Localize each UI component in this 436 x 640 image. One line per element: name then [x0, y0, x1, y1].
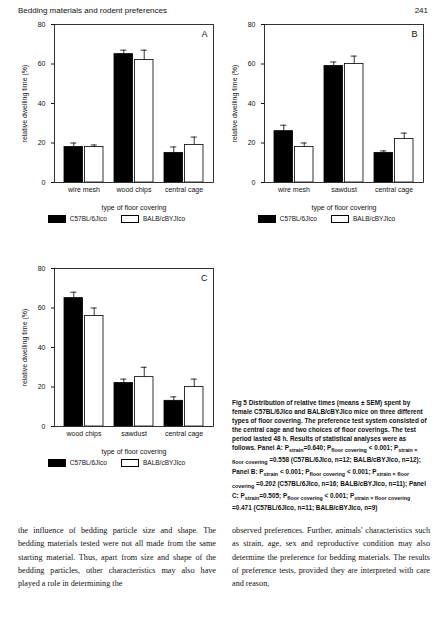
html-text:Fig 5 Distribution of relative: Fig 5 Distribution of relative times (me… [232, 399, 427, 502]
svg-text:type of floor covering: type of floor covering [312, 204, 377, 212]
svg-text:60: 60 [248, 60, 256, 67]
html-text:C57BL/6JIco: C57BL/6JIco [69, 459, 107, 466]
svg-text:0: 0 [42, 179, 46, 186]
svg-text:central cage: central cage [375, 186, 413, 194]
svg-text:80: 80 [248, 21, 256, 28]
svg-text:20: 20 [38, 139, 46, 146]
svg-text:B: B [411, 29, 417, 39]
html-text:C57BL/6JIco: C57BL/6JIco [69, 215, 107, 222]
html-text:C57BL/6JIco: C57BL/6JIco [279, 215, 317, 222]
html-text:observed preferences. Further,: observed preferences. Further, animals' … [232, 526, 430, 589]
svg-text:0: 0 [252, 179, 256, 186]
html-text:241: 241 [414, 6, 428, 15]
svg-text:relative dwelling time (%): relative dwelling time (%) [231, 65, 239, 143]
svg-text:40: 40 [248, 100, 256, 107]
svg-text:central cage: central cage [165, 430, 203, 438]
svg-text:20: 20 [248, 139, 256, 146]
html-text:BALB/cBYJIco: BALB/cBYJIco [353, 215, 396, 222]
svg-text:type of floor covering: type of floor covering [102, 448, 167, 456]
svg-text:A: A [201, 29, 207, 39]
svg-text:80: 80 [38, 21, 46, 28]
svg-text:20: 20 [38, 383, 46, 390]
svg-text:C: C [201, 273, 208, 283]
svg-text:wood chips: wood chips [115, 186, 152, 194]
svg-text:sawdust: sawdust [331, 186, 357, 193]
svg-text:0: 0 [42, 423, 46, 430]
svg-text:80: 80 [38, 265, 46, 272]
svg-text:type of floor covering: type of floor covering [102, 204, 167, 212]
svg-text:wire mesh: wire mesh [67, 186, 100, 193]
svg-text:40: 40 [38, 100, 46, 107]
svg-text:wire mesh: wire mesh [277, 186, 310, 193]
svg-text:40: 40 [38, 344, 46, 351]
svg-text:relative dwelling time (%): relative dwelling time (%) [21, 309, 29, 387]
svg-text:60: 60 [38, 304, 46, 311]
html-text:BALB/cBYJIco: BALB/cBYJIco [143, 459, 186, 466]
html-text:BALB/cBYJIco: BALB/cBYJIco [143, 215, 186, 222]
svg-text:wood chips: wood chips [65, 430, 102, 438]
html-text:the influence of bedding parti: the influence of bedding particle size a… [18, 526, 216, 589]
html-text:Bedding materials and rodent p: Bedding materials and rodent preferences [18, 6, 167, 15]
svg-text:60: 60 [38, 60, 46, 67]
svg-text:relative dwelling time (%): relative dwelling time (%) [21, 65, 29, 143]
svg-text:sawdust: sawdust [121, 430, 147, 437]
html-text:=0.471 (C57BL/6JIco, n=11; BAL: =0.471 (C57BL/6JIco, n=11; BALB/cBYJIco,… [232, 503, 378, 511]
svg-text:central cage: central cage [165, 186, 203, 194]
